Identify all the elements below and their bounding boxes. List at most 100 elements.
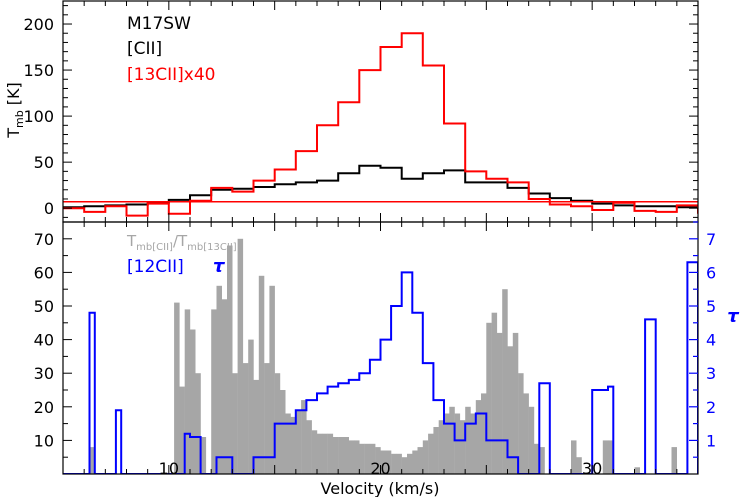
ratio-bar xyxy=(507,346,513,474)
ratio-bar xyxy=(608,440,614,474)
top-y-tick-label: 150 xyxy=(23,61,54,80)
ratio-bar xyxy=(428,433,434,474)
x-tick-label: 20 xyxy=(370,459,390,478)
ratio-bar xyxy=(332,437,339,474)
ratio-bar xyxy=(396,453,402,474)
ratio-bar xyxy=(216,285,222,474)
left-y-tick-label: 70 xyxy=(34,230,54,249)
ratio-bar xyxy=(518,373,524,474)
ratio-bar xyxy=(311,430,318,474)
ratio-bar xyxy=(179,386,185,474)
ratio-bar xyxy=(470,413,476,474)
ratio-bar xyxy=(534,443,540,474)
top-y-tick-label: 100 xyxy=(23,107,54,126)
legend-ratio: Tmb[CII]/Tmb[13CII] xyxy=(126,232,237,253)
ratio-bar xyxy=(253,379,259,474)
tau-lines xyxy=(63,261,698,474)
ratio-bar xyxy=(454,413,461,474)
ratio-bar xyxy=(502,289,508,474)
ratio-bar xyxy=(364,443,371,474)
legend-tau-symbol: τ xyxy=(213,256,225,277)
top-y-tick-label: 0 xyxy=(44,199,54,218)
ratio-bar xyxy=(602,440,609,474)
ratio-bar xyxy=(317,433,323,474)
ratio-bar xyxy=(285,413,291,474)
c13ii-spectrum-line xyxy=(63,32,698,217)
ratio-bar xyxy=(523,393,529,474)
ratio-bar xyxy=(369,443,376,474)
ratio-bar xyxy=(258,275,265,474)
ratio-bar xyxy=(576,457,582,474)
spectrum-lines xyxy=(63,32,698,217)
ratio-bar xyxy=(391,453,397,474)
ratio-bar xyxy=(412,450,418,474)
top-y-tick-label: 50 xyxy=(34,153,54,172)
ratio-bar xyxy=(301,400,307,474)
left-y-tick-label: 50 xyxy=(34,297,54,316)
ratio-bar xyxy=(343,437,349,474)
ratio-bar xyxy=(221,299,228,474)
ratio-bar xyxy=(433,427,439,474)
ratio-bar xyxy=(354,440,360,474)
ratio-bar xyxy=(528,406,535,474)
ratio-bar xyxy=(417,447,423,474)
ratio-bar xyxy=(200,437,207,474)
ratio-bar xyxy=(491,312,498,474)
right-y-tick-label: 3 xyxy=(706,364,716,383)
right-y-tick-label: 2 xyxy=(706,398,716,417)
ratio-bar xyxy=(444,413,450,474)
ratio-bar xyxy=(380,450,386,474)
left-y-tick-label: 10 xyxy=(34,431,54,450)
ratio-bar xyxy=(407,453,413,474)
ratio-bar xyxy=(634,467,640,474)
right-y-tick-label: 5 xyxy=(706,297,716,316)
ratio-bar xyxy=(512,332,519,474)
top-ylabel: Tmb [K] xyxy=(4,82,26,139)
x-axis-label: Velocity (km/s) xyxy=(321,479,440,497)
ratio-bar xyxy=(211,309,217,474)
ratio-bar xyxy=(264,363,270,474)
ratio-bar xyxy=(475,400,482,474)
left-y-tick-label: 20 xyxy=(34,398,54,417)
ratio-bar xyxy=(449,406,455,474)
ratio-bar xyxy=(571,440,577,474)
right-y-tick-label: 7 xyxy=(706,230,716,249)
top-y-tick-label: 200 xyxy=(23,15,54,34)
ratio-bar xyxy=(422,440,429,474)
ratio-bar xyxy=(248,339,254,474)
x-tick-label: 10 xyxy=(159,459,179,478)
ratio-bar xyxy=(459,420,466,474)
tau-line xyxy=(63,261,698,474)
ratio-bar xyxy=(295,410,302,474)
ratio-bar xyxy=(486,322,492,474)
ratio-bar xyxy=(280,390,286,474)
ratio-bar xyxy=(227,245,233,474)
ratio-bar xyxy=(438,420,445,474)
top-panel-frame xyxy=(62,0,699,223)
axis-ticks: 10 20 30 0 50 100 150 200 10 20 30 40 50 60 70 1 2 3 4 5 6 7 xyxy=(23,1,716,478)
ratio-bar xyxy=(539,447,545,474)
ratio-bar xyxy=(290,416,296,474)
ratio-bar xyxy=(306,420,312,474)
left-y-tick-label: 40 xyxy=(34,331,54,350)
legend-tau-12cii: [12CII] xyxy=(127,257,184,277)
right-y-tick-label: 6 xyxy=(706,263,716,282)
ratio-bar xyxy=(89,447,95,474)
ratio-bar xyxy=(174,302,180,474)
ratio-bar xyxy=(190,329,196,474)
x-tick-label: 30 xyxy=(582,459,602,478)
ratio-bars xyxy=(89,238,677,474)
right-y-tick-label: 4 xyxy=(706,331,716,350)
ratio-bar xyxy=(242,363,249,474)
ratio-bar xyxy=(496,332,503,474)
ratio-bar xyxy=(348,440,355,474)
ratio-bar xyxy=(195,373,201,474)
right-ylabel: τ xyxy=(727,306,739,327)
ratio-bar xyxy=(269,285,275,474)
ratio-bar xyxy=(671,447,677,474)
ratio-bar xyxy=(385,450,392,474)
ratio-bar xyxy=(359,443,365,474)
ratio-bar xyxy=(232,373,238,474)
ratio-bar xyxy=(327,433,334,474)
